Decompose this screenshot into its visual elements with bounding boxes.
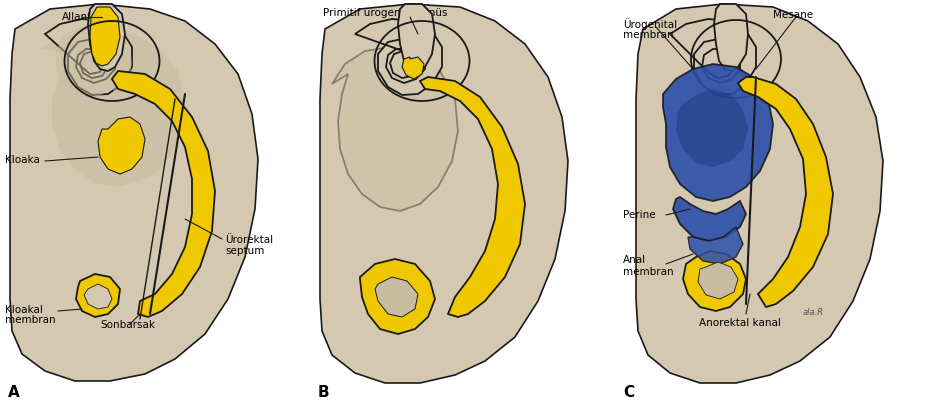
Polygon shape — [636, 5, 883, 383]
Text: Allantois: Allantois — [62, 12, 107, 22]
Polygon shape — [10, 5, 258, 381]
Text: Sonbarsak: Sonbarsak — [100, 319, 155, 329]
Polygon shape — [670, 20, 756, 96]
Text: membran: membran — [5, 314, 55, 324]
Polygon shape — [45, 20, 132, 96]
Polygon shape — [56, 25, 132, 98]
Text: ala.R: ala.R — [803, 307, 824, 316]
Text: membran: membran — [623, 266, 674, 276]
Polygon shape — [112, 72, 215, 317]
Polygon shape — [688, 227, 743, 264]
Polygon shape — [398, 5, 435, 72]
Text: Primitif ürogenital sinüs: Primitif ürogenital sinüs — [322, 8, 447, 18]
Polygon shape — [40, 28, 185, 188]
Text: Anorektal kanal: Anorektal kanal — [699, 317, 781, 327]
Polygon shape — [76, 274, 120, 317]
Text: Kloakal: Kloakal — [5, 304, 43, 314]
Polygon shape — [98, 118, 145, 174]
Polygon shape — [738, 78, 833, 307]
Text: membran: membran — [623, 30, 674, 40]
Polygon shape — [375, 277, 418, 317]
Text: septum: septum — [225, 245, 264, 255]
Text: Perine: Perine — [623, 209, 655, 219]
Polygon shape — [714, 5, 748, 72]
Polygon shape — [360, 259, 435, 334]
Polygon shape — [355, 20, 442, 96]
Text: Anal: Anal — [623, 254, 646, 264]
Polygon shape — [90, 8, 120, 67]
Polygon shape — [320, 5, 568, 383]
Polygon shape — [676, 90, 748, 168]
Text: Mesane: Mesane — [773, 10, 813, 20]
Polygon shape — [84, 284, 112, 309]
Polygon shape — [402, 58, 424, 80]
Text: B: B — [318, 384, 330, 399]
Polygon shape — [332, 48, 458, 211]
Polygon shape — [683, 251, 746, 311]
Text: C: C — [623, 384, 634, 399]
Text: A: A — [8, 384, 20, 399]
Polygon shape — [420, 78, 525, 317]
Polygon shape — [88, 5, 125, 72]
Text: Ürorektal: Ürorektal — [225, 235, 274, 244]
Text: Kloaka: Kloaka — [5, 155, 39, 164]
Polygon shape — [663, 65, 773, 201]
Polygon shape — [673, 198, 746, 241]
Polygon shape — [698, 262, 738, 299]
Text: Ürogenital: Ürogenital — [623, 18, 677, 30]
